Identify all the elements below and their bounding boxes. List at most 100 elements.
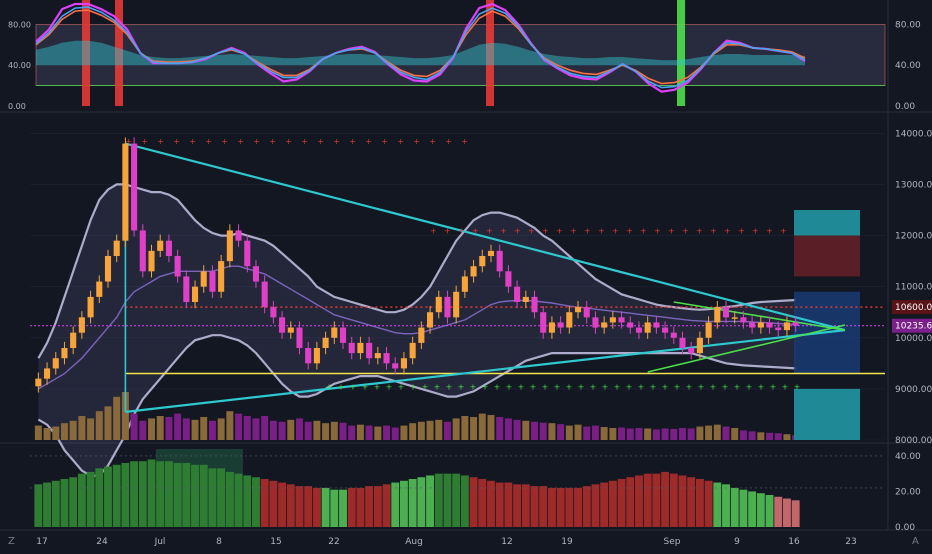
candle-body[interactable] [174,256,181,277]
candle-body[interactable] [662,327,669,333]
candle-body[interactable] [418,327,425,343]
candle-body[interactable] [52,358,59,369]
corner-left-label[interactable]: Z [8,536,15,547]
candle-body[interactable] [392,363,399,369]
candle-body[interactable] [583,307,590,318]
hist-bar [469,477,478,527]
candle-body[interactable] [261,281,268,308]
candle-body[interactable] [427,312,434,328]
candle-body[interactable] [148,250,155,272]
support-mark: + [638,382,645,391]
candle-body[interactable] [548,322,555,333]
candle-body[interactable] [679,337,686,348]
candle-body[interactable] [749,322,756,328]
candle-body[interactable] [783,322,790,331]
candle-body[interactable] [644,322,651,333]
candle-body[interactable] [435,296,442,313]
candle-body[interactable] [78,317,85,333]
candle-body[interactable] [487,250,495,256]
candle-body[interactable] [218,261,225,292]
candle-body[interactable] [270,307,277,318]
candle-body[interactable] [235,230,242,241]
candle-body[interactable] [183,276,190,302]
candle-body[interactable] [531,296,538,313]
candle-body[interactable] [757,322,764,328]
candle-body[interactable] [670,332,677,338]
candle-body[interactable] [696,337,703,354]
candle-body[interactable] [705,322,712,338]
candle-body[interactable] [157,240,164,251]
candle-body[interactable] [322,337,329,348]
candle-body[interactable] [339,327,347,343]
candle-body[interactable] [357,342,364,354]
hist-bar [608,480,617,527]
candle-body[interactable] [244,240,251,267]
candle-body[interactable] [479,256,486,267]
trend-lower [125,329,846,413]
candle-body[interactable] [139,230,146,272]
candle-body[interactable] [226,230,233,262]
candle-body[interactable] [453,291,460,318]
candle-body[interactable] [444,296,451,318]
candle-body[interactable] [200,271,207,287]
candle-body[interactable] [731,317,738,319]
stoch-ytick-0: 80.00 [895,20,921,30]
candle-body[interactable] [165,240,172,256]
candle-body[interactable] [374,353,381,359]
candle-body[interactable] [313,348,320,364]
candle-body[interactable] [522,296,529,302]
candle-body[interactable] [618,317,625,323]
candle-body[interactable] [775,327,782,331]
candle-body[interactable] [557,322,564,328]
candle-body[interactable] [653,322,660,328]
candle-body[interactable] [766,322,773,328]
candle-body[interactable] [714,307,721,323]
candle-body[interactable] [722,307,730,318]
candle-body[interactable] [122,143,129,241]
stoch-line-2 [35,6,806,89]
candle-body[interactable] [505,271,512,287]
candle-body[interactable] [331,327,338,338]
candle-body[interactable] [461,276,468,292]
candle-body[interactable] [287,327,294,333]
candle-body[interactable] [496,250,503,272]
candle-body[interactable] [70,332,77,348]
candle-body[interactable] [35,378,42,387]
candle-body[interactable] [209,271,216,292]
candle-body[interactable] [400,358,407,369]
candle-body[interactable] [383,353,390,364]
candle-body[interactable] [366,342,373,359]
candle-body[interactable] [113,240,120,256]
candle-body[interactable] [44,368,51,379]
candle-body[interactable] [131,143,138,231]
candle-body[interactable] [191,286,199,302]
candle-body[interactable] [540,312,547,333]
candle-body[interactable] [252,266,260,282]
candle-body[interactable] [792,322,799,326]
candle-body[interactable] [627,322,634,328]
candle-body[interactable] [635,327,643,333]
candle-body[interactable] [740,317,747,323]
candle-body[interactable] [61,348,68,359]
candle-body[interactable] [87,296,94,318]
candle-body[interactable] [514,286,521,302]
candle-body[interactable] [574,307,582,313]
candle-body[interactable] [409,342,416,359]
candle-body[interactable] [470,266,477,277]
candle-body[interactable] [592,317,599,328]
candle-body[interactable] [104,256,112,282]
candle-body[interactable] [601,322,608,328]
candle-body[interactable] [96,281,103,297]
candle-body[interactable] [279,317,286,333]
candle-body[interactable] [566,312,573,328]
candle-body[interactable] [305,348,312,364]
corner-right-label[interactable]: A [912,536,919,547]
candle-body[interactable] [688,348,695,354]
candle-body[interactable] [296,327,303,348]
candle-body[interactable] [348,342,355,354]
candle-body[interactable] [609,317,616,323]
resistance-mark: + [654,226,661,235]
support-mark: + [338,382,345,391]
